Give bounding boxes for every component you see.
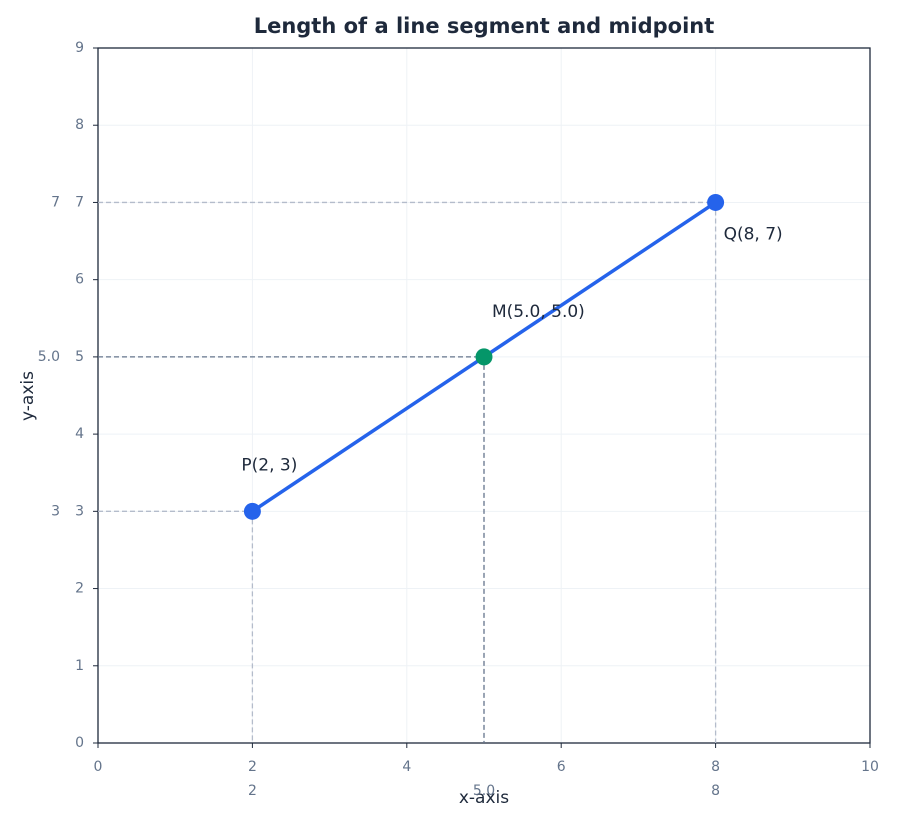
plot-area	[98, 48, 870, 743]
endpoint	[707, 193, 725, 211]
x-guide-label: 8	[711, 783, 720, 799]
x-tick-label: 6	[557, 759, 566, 775]
endpoint	[243, 502, 261, 520]
chart-title: Length of a line segment and midpoint	[254, 14, 715, 38]
y-tick-label: 9	[75, 40, 84, 56]
y-tick-label: 6	[75, 272, 84, 288]
midpoint-label: M(5.0, 5.0)	[492, 302, 585, 322]
y-axis-label: y-axis	[18, 371, 38, 421]
y-tick-label: 4	[75, 426, 84, 442]
y-tick-label: 3	[75, 503, 84, 519]
x-tick-label: 4	[402, 759, 411, 775]
midpoint	[475, 348, 493, 366]
y-tick-label: 0	[75, 735, 84, 751]
point-label: P(2, 3)	[241, 455, 297, 475]
y-tick-label: 7	[75, 194, 84, 210]
y-guide-label: 7	[51, 194, 60, 210]
x-tick-label: 8	[711, 759, 720, 775]
point-label: Q(8, 7)	[724, 224, 783, 244]
x-tick-label: 10	[861, 759, 879, 775]
x-tick-label: 0	[94, 759, 103, 775]
y-tick-label: 5	[75, 349, 84, 365]
y-tick-label: 8	[75, 117, 84, 133]
y-tick-label: 1	[75, 658, 84, 674]
y-guide-label: 3	[51, 503, 60, 519]
x-tick-label: 2	[248, 759, 257, 775]
x-guide-label: 5.0	[473, 783, 495, 799]
y-guide-label: 5.0	[38, 349, 60, 365]
x-axis-label: x-axis	[459, 788, 509, 808]
x-guide-label: 2	[248, 783, 257, 799]
y-tick-label: 2	[75, 581, 84, 597]
